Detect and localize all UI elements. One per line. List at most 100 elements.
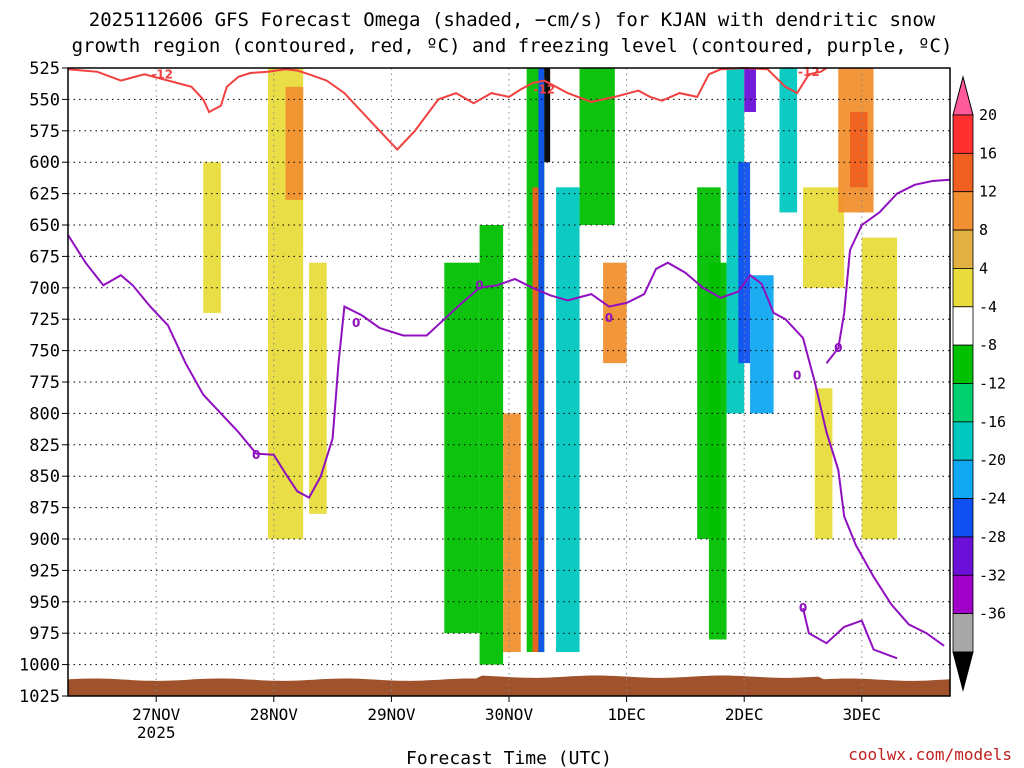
chart-title-line1: 2025112606 GFS Forecast Omega (shaded, −… [89, 9, 936, 31]
colorbar-swatch-8 [952, 383, 974, 423]
omega-cell-24 [861, 237, 898, 539]
colorbar-label-8: -16 [979, 413, 1006, 431]
colorbar-swatch-14 [952, 613, 974, 653]
contours: -12 -12 -12 0 0 0 0 0 0 0 [67, 65, 951, 660]
omega-cell-19 [744, 68, 756, 112]
y-tick-label-600: 600 [29, 153, 60, 173]
freezing-label-5: 0 [834, 341, 842, 355]
colorbar-swatch-13 [952, 574, 974, 615]
y-tick-label-775: 775 [29, 373, 60, 393]
freezing-label-0: 0 [252, 448, 260, 462]
freezing-contour-lower [802, 607, 898, 660]
omega-cell-17 [738, 162, 751, 364]
colorbar-label-6: -8 [979, 336, 997, 354]
freezing-label-1: 0 [352, 316, 360, 330]
x-tick-sublabel-27NOV: 2025 [137, 723, 176, 742]
colorbar-top-arrow [952, 75, 974, 116]
colorbar-swatch-9 [952, 421, 974, 461]
colorbar-swatch-3 [952, 191, 974, 231]
colorbar-label-7: -12 [979, 375, 1006, 393]
freezing-label-6: 0 [799, 601, 807, 615]
y-tick-label-850: 850 [29, 467, 60, 487]
omega-cell-4 [444, 262, 480, 634]
credit-text: coolwx.com/models [848, 745, 1012, 764]
terrain-fill [68, 675, 950, 696]
y-tick-label-1025: 1025 [19, 687, 60, 707]
colorbar-swatch-6 [952, 306, 974, 346]
omega-cell-1 [285, 86, 304, 200]
y-tick-label-925: 925 [29, 561, 60, 581]
omega-cell-6 [503, 413, 521, 653]
omega-cell-23 [850, 111, 868, 188]
x-tick-label-28NOV: 28NOV [250, 705, 299, 724]
chart-title-line2: growth region (contoured, red, ºC) and f… [72, 35, 953, 57]
y-tick-label-875: 875 [29, 499, 60, 519]
omega-cell-18 [750, 275, 774, 414]
y-tick-label-550: 550 [29, 90, 60, 110]
colorbar-swatch-11 [952, 498, 974, 538]
colorbar-label-12: -32 [979, 566, 1006, 584]
omega-cell-20 [779, 68, 798, 213]
omega-cell-3 [309, 262, 327, 514]
y-tick-label-750: 750 [29, 342, 60, 362]
y-tick-label-825: 825 [29, 436, 60, 456]
dgz-label-2: -12 [798, 65, 820, 79]
omega-cell-25 [814, 388, 833, 539]
omega-cell-5 [479, 225, 504, 665]
y-tick-label-950: 950 [29, 593, 60, 613]
colorbar-swatch-2 [952, 152, 974, 193]
omega-cell-10 [544, 68, 551, 163]
y-tick-label-700: 700 [29, 279, 60, 299]
colorbar-swatch-1 [952, 114, 974, 154]
omega-cell-21 [803, 187, 845, 288]
freezing-label-3: 0 [605, 311, 613, 325]
colorbar-swatch-4 [952, 229, 974, 269]
y-tick-label-575: 575 [29, 122, 60, 142]
x-tick-label-30NOV: 30NOV [485, 705, 534, 724]
y-tick-label-675: 675 [29, 247, 60, 267]
colorbar-label-0: 20 [979, 106, 997, 124]
omega-cell-12 [579, 68, 615, 225]
dgz-label-0: -12 [151, 67, 173, 81]
y-tick-label-625: 625 [29, 185, 60, 205]
dgz-label-1: -12 [533, 82, 555, 96]
y-tick-label-725: 725 [29, 310, 60, 330]
colorbar-label-2: 12 [979, 183, 997, 201]
colorbar-label-9: -20 [979, 451, 1006, 469]
colorbar-label-4: 4 [979, 259, 988, 277]
freezing-label-4: 0 [793, 369, 801, 383]
x-tick-label-27NOV: 27NOV [132, 705, 181, 724]
omega-cell-2 [203, 162, 221, 313]
dgz-contour [67, 66, 828, 152]
terrain [68, 675, 950, 696]
colorbar-label-13: -36 [979, 605, 1006, 623]
colorbar-swatch-5 [952, 268, 974, 308]
omega-cell-11 [556, 187, 580, 653]
y-tick-label-525: 525 [29, 59, 60, 79]
colorbar-label-3: 8 [979, 221, 988, 239]
x-tick-label-29NOV: 29NOV [367, 705, 416, 724]
colorbar-swatch-10 [952, 459, 974, 499]
y-tick-label-975: 975 [29, 624, 60, 644]
colorbar-label-11: -28 [979, 528, 1006, 546]
omega-shading [203, 68, 898, 665]
colorbar-swatch-7 [952, 344, 974, 384]
omega-cell-8 [532, 187, 539, 653]
y-axis: 525 550 575 600 625 650 675 700 725 750 775 800 825 8… [19, 59, 68, 707]
plot-area: -12 -12 -12 0 0 0 0 0 0 0 [67, 65, 951, 697]
omega-cell-15 [708, 262, 727, 640]
y-tick-label-1000: 1000 [19, 656, 60, 676]
x-tick-label-1DEC: 1DEC [607, 705, 646, 724]
omega-cell-13 [603, 262, 627, 364]
colorbar-bottom-arrow [952, 651, 974, 692]
x-axis-label: Forecast Time (UTC) [406, 748, 612, 768]
freezing-contour [67, 234, 945, 647]
x-tick-label-3DEC: 3DEC [843, 705, 882, 724]
freezing-contour-upper [825, 178, 951, 364]
x-tick-label-2DEC: 2DEC [725, 705, 764, 724]
freezing-label-2: 0 [475, 278, 483, 292]
y-tick-label-800: 800 [29, 404, 60, 424]
colorbar-label-1: 16 [979, 144, 997, 162]
